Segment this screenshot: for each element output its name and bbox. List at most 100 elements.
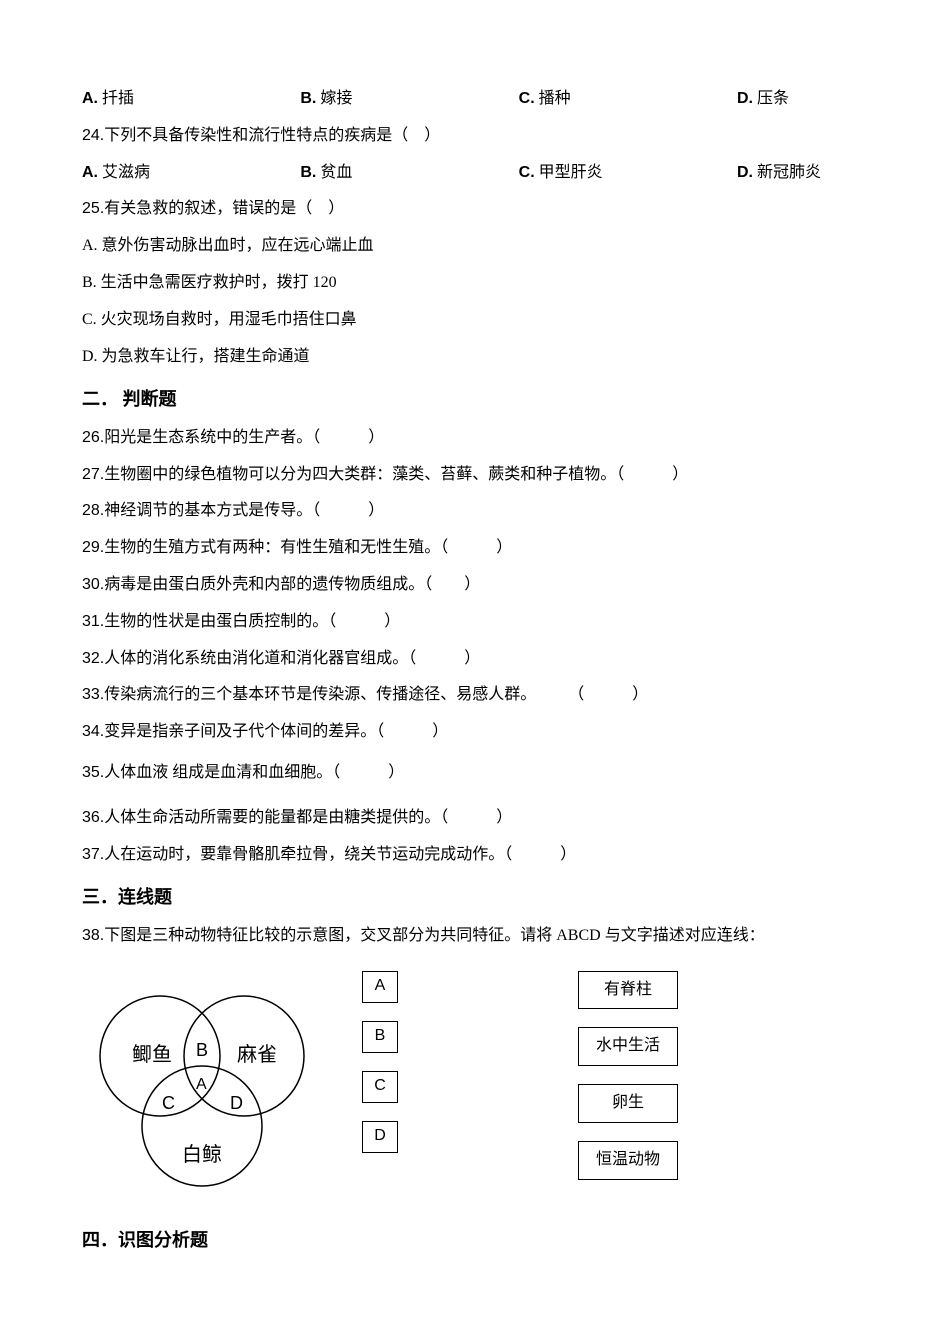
letter-box-a: A bbox=[362, 971, 398, 1003]
question-number: 27. bbox=[82, 466, 104, 483]
judgment-27: 27.生物圈中的绿色植物可以分为四大类群：藻类、苔藓、蕨类和种子植物。（ ） bbox=[82, 461, 868, 490]
question-38: 38.下图是三种动物特征比较的示意图，交叉部分为共同特征。请将 ABCD 与文字… bbox=[82, 922, 868, 951]
judgment-text: 人体生命活动所需要的能量都是由糖类提供的。（ ） bbox=[104, 809, 512, 826]
judgment-text: 生物的生殖方式有两种：有性生殖和无性生殖。（ ） bbox=[104, 539, 512, 556]
option-text: 压条 bbox=[753, 90, 789, 107]
letter-box-c: C bbox=[362, 1071, 398, 1103]
trait-boxes-column: 有脊柱 水中生活 卵生 恒温动物 bbox=[578, 966, 678, 1180]
judgment-33: 33.传染病流行的三个基本环节是传染源、传播途径、易感人群。 （ ） bbox=[82, 681, 868, 710]
option-letter: D. bbox=[737, 164, 753, 181]
venn-label-left: 鲫鱼 bbox=[132, 1043, 172, 1066]
judgment-text: 人在运动时，要靠骨骼肌牵拉骨，绕关节运动完成动作。（ ） bbox=[104, 846, 576, 863]
option-letter: A. bbox=[82, 90, 98, 107]
option-letter: B. bbox=[300, 164, 316, 181]
judgment-31: 31.生物的性状是由蛋白质控制的。（ ） bbox=[82, 608, 868, 637]
section-2-header: 二． 判断题 bbox=[82, 383, 868, 415]
judgment-text: 生物的性状是由蛋白质控制的。（ ） bbox=[104, 613, 400, 630]
q23-options: A. 扦插 B. 嫁接 C. 播种 D. 压条 bbox=[82, 85, 868, 114]
judgment-28: 28.神经调节的基本方式是传导。（ ） bbox=[82, 497, 868, 526]
venn-intersection-c: C bbox=[162, 1093, 175, 1113]
section-4-header: 四．识图分析题 bbox=[82, 1224, 868, 1256]
question-number: 26. bbox=[82, 429, 104, 446]
option-text: 播种 bbox=[535, 90, 571, 107]
option-c: C. 播种 bbox=[519, 85, 737, 114]
letter-box-b: B bbox=[362, 1021, 398, 1053]
venn-intersection-a: A bbox=[196, 1076, 207, 1093]
question-text: 下列不具备传染性和流行性特点的疾病是（ ） bbox=[104, 127, 440, 144]
judgment-34: 34.变异是指亲子间及子代个体间的差异。（ ） bbox=[82, 718, 868, 747]
venn-diagram: 鲫鱼 麻雀 白鲸 A B C D bbox=[82, 966, 322, 1206]
q25-option-c: C. 火灾现场自救时，用湿毛巾捂住口鼻 bbox=[82, 306, 868, 335]
venn-intersection-d: D bbox=[230, 1093, 243, 1113]
letter-boxes-column: A B C D bbox=[362, 966, 398, 1153]
option-b: B. 贫血 bbox=[300, 159, 518, 188]
option-letter: D. bbox=[737, 90, 753, 107]
option-letter: B. bbox=[300, 90, 316, 107]
option-text: 扦插 bbox=[98, 90, 134, 107]
option-b: B. 嫁接 bbox=[300, 85, 518, 114]
option-text: 嫁接 bbox=[316, 90, 352, 107]
question-number: 37. bbox=[82, 846, 104, 863]
q25-option-a: A. 意外伤害动脉出血时，应在远心端止血 bbox=[82, 232, 868, 261]
judgment-30: 30.病毒是由蛋白质外壳和内部的遗传物质组成。（ ） bbox=[82, 571, 868, 600]
venn-intersection-b: B bbox=[196, 1040, 208, 1060]
option-text: 新冠肺炎 bbox=[753, 164, 821, 181]
judgment-32: 32.人体的消化系统由消化道和消化器官组成。（ ） bbox=[82, 645, 868, 674]
question-number: 28. bbox=[82, 502, 104, 519]
section-title: 连线题 bbox=[118, 887, 172, 907]
trait-box-2: 水中生活 bbox=[578, 1027, 678, 1066]
question-text: 有关急救的叙述，错误的是（ ） bbox=[104, 200, 344, 217]
q25-option-b: B. 生活中急需医疗救护时，拨打 120 bbox=[82, 269, 868, 298]
question-number: 25. bbox=[82, 200, 104, 217]
question-number: 31. bbox=[82, 613, 104, 630]
question-number: 24. bbox=[82, 127, 104, 144]
judgment-text: 病毒是由蛋白质外壳和内部的遗传物质组成。（ ） bbox=[104, 576, 480, 593]
letter-box-d: D bbox=[362, 1121, 398, 1153]
question-number: 30. bbox=[82, 576, 104, 593]
judgment-text: 阳光是生态系统中的生产者。（ ） bbox=[104, 429, 384, 446]
judgment-26: 26.阳光是生态系统中的生产者。（ ） bbox=[82, 424, 868, 453]
judgment-text: 变异是指亲子间及子代个体间的差异。（ ） bbox=[104, 723, 448, 740]
venn-label-right: 麻雀 bbox=[237, 1043, 277, 1066]
option-a: A. 扦插 bbox=[82, 85, 300, 114]
judgment-text: 生物圈中的绿色植物可以分为四大类群：藻类、苔藓、蕨类和种子植物。（ ） bbox=[104, 466, 688, 483]
section-title: 识图分析题 bbox=[118, 1230, 208, 1250]
judgment-29: 29.生物的生殖方式有两种：有性生殖和无性生殖。（ ） bbox=[82, 534, 868, 563]
question-number: 34. bbox=[82, 723, 104, 740]
option-text: 艾滋病 bbox=[98, 164, 150, 181]
judgment-text: 神经调节的基本方式是传导。（ ） bbox=[104, 502, 384, 519]
judgment-text: 人体的消化系统由消化道和消化器官组成。（ ） bbox=[104, 650, 480, 667]
section-number: 四． bbox=[82, 1230, 118, 1250]
option-a: A. 艾滋病 bbox=[82, 159, 300, 188]
judgment-36: 36.人体生命活动所需要的能量都是由糖类提供的。（ ） bbox=[82, 804, 868, 833]
option-text: 贫血 bbox=[316, 164, 352, 181]
question-number: 35. bbox=[82, 764, 104, 781]
option-d: D. 新冠肺炎 bbox=[737, 159, 868, 188]
trait-box-1: 有脊柱 bbox=[578, 971, 678, 1010]
judgment-text: 传染病流行的三个基本环节是传染源、传播途径、易感人群。 （ ） bbox=[104, 686, 648, 703]
option-c: C. 甲型肝炎 bbox=[519, 159, 737, 188]
judgment-37: 37.人在运动时，要靠骨骼肌牵拉骨，绕关节运动完成动作。（ ） bbox=[82, 841, 868, 870]
q25-option-d: D. 为急救车让行，搭建生命通道 bbox=[82, 343, 868, 372]
section-title: 判断题 bbox=[123, 389, 177, 409]
question-number: 29. bbox=[82, 539, 104, 556]
judgment-35: 35.人体血液 组成是血清和血细胞。（ ） bbox=[82, 759, 868, 788]
q24-options: A. 艾滋病 B. 贫血 C. 甲型肝炎 D. 新冠肺炎 bbox=[82, 159, 868, 188]
trait-box-4: 恒温动物 bbox=[578, 1141, 678, 1180]
question-number: 32. bbox=[82, 650, 104, 667]
question-text: 下图是三种动物特征比较的示意图，交叉部分为共同特征。请将 ABCD 与文字描述对… bbox=[104, 927, 764, 944]
section-3-header: 三．连线题 bbox=[82, 881, 868, 913]
section-number: 二． bbox=[82, 389, 118, 409]
option-d: D. 压条 bbox=[737, 85, 868, 114]
venn-diagram-container: 鲫鱼 麻雀 白鲸 A B C D A B C D 有脊柱 水中生活 卵生 恒温动… bbox=[82, 966, 868, 1206]
section-number: 三． bbox=[82, 887, 118, 907]
option-letter: C. bbox=[519, 90, 535, 107]
question-25: 25.有关急救的叙述，错误的是（ ） bbox=[82, 195, 868, 224]
trait-box-3: 卵生 bbox=[578, 1084, 678, 1123]
question-number: 36. bbox=[82, 809, 104, 826]
venn-label-bottom: 白鲸 bbox=[182, 1143, 222, 1166]
judgment-text: 人体血液 组成是血清和血细胞。（ ） bbox=[104, 764, 404, 781]
option-letter: C. bbox=[519, 164, 535, 181]
question-number: 38. bbox=[82, 927, 104, 944]
question-24: 24.下列不具备传染性和流行性特点的疾病是（ ） bbox=[82, 122, 868, 151]
